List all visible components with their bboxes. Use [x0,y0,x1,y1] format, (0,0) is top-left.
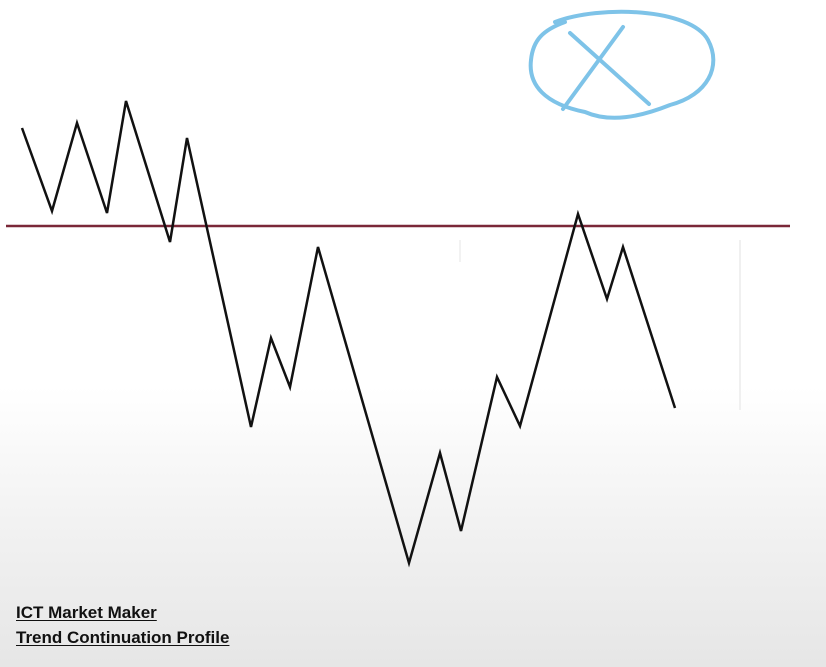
annotation-circle [528,9,716,120]
price-path-line [20,100,677,568]
circled-x-icon [528,9,716,120]
caption-title: ICT Market Maker [16,603,157,622]
annotation-cross-stroke [568,31,651,106]
diagram-caption: ICT Market Maker Trend Continuation Prof… [16,600,229,650]
annotation-cross-stroke [561,25,625,111]
caption-subtitle: Trend Continuation Profile [16,628,230,647]
